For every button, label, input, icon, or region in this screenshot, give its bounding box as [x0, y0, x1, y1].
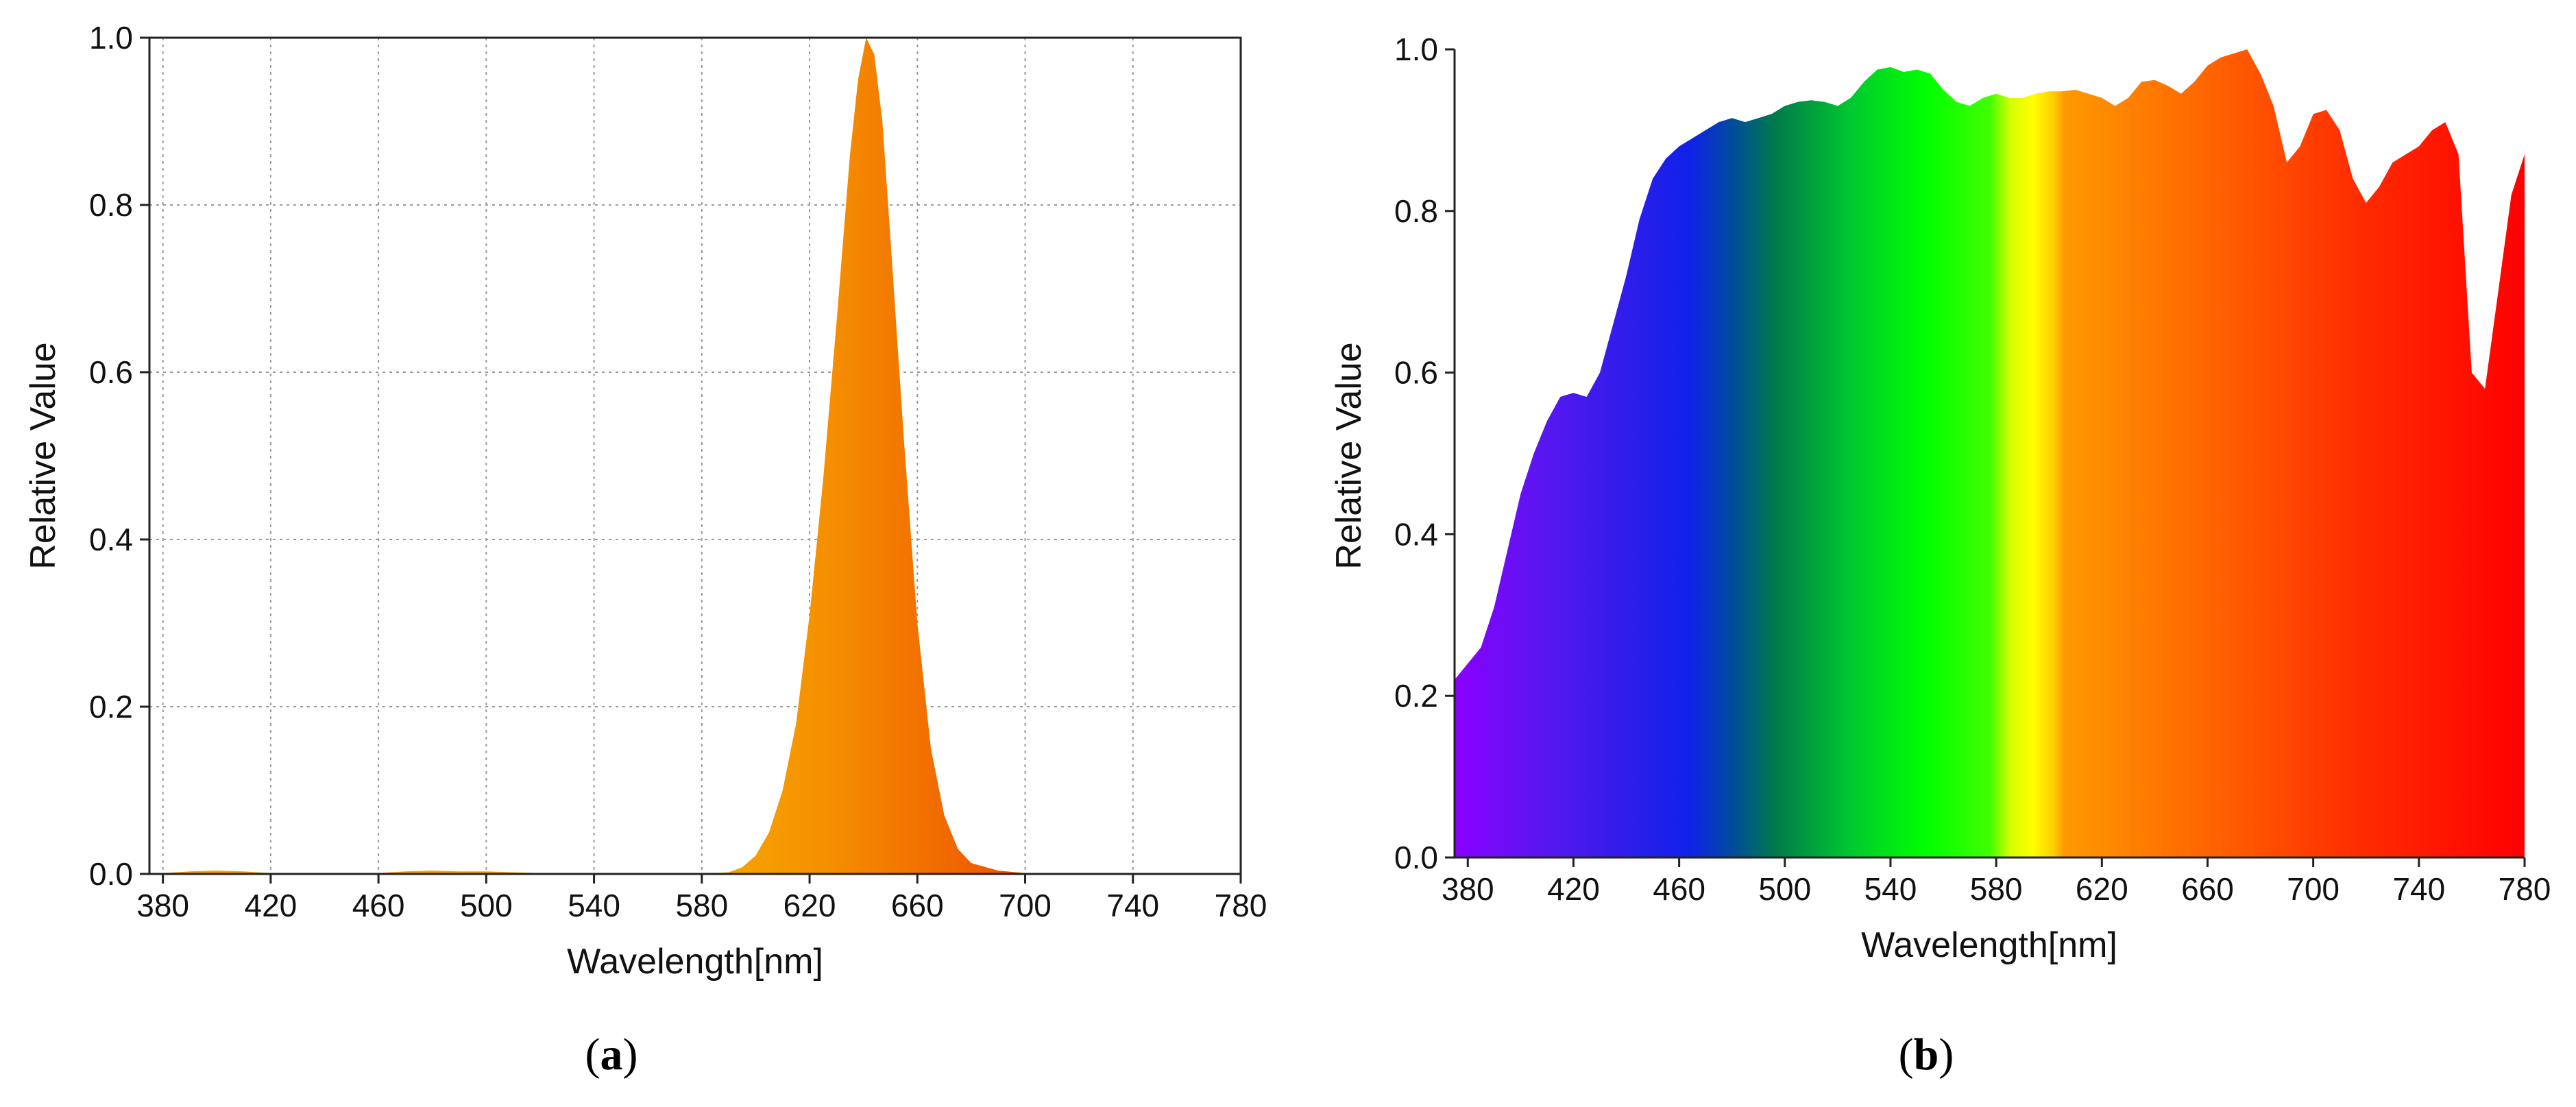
y-tick-label-b: 0.6 — [1394, 355, 1438, 391]
x-tick-label-b: 420 — [1547, 871, 1600, 907]
spectrum-area-a — [149, 38, 1241, 874]
y-axis-label-b: Relative Value — [1329, 342, 1369, 569]
x-tick-label-a: 660 — [891, 888, 944, 923]
x-tick-label-a: 780 — [1215, 888, 1267, 923]
x-tick-label-b: 500 — [1758, 871, 1811, 907]
y-tick-label-b: 0.8 — [1394, 193, 1438, 229]
y-tick-label-a: 0.8 — [89, 187, 133, 223]
plot-frame-a — [148, 36, 1242, 875]
x-tick-label-a: 500 — [460, 888, 513, 923]
spectrum-area-b — [1455, 49, 2525, 857]
panel-b: 380 420 460 500 540 580 620 660 700 740 780 0.0 0.2… — [1329, 32, 2551, 1080]
x-tick-label-a: 700 — [999, 888, 1052, 923]
panel-label-b: (b) — [1899, 1030, 1954, 1080]
x-tick-label-a: 420 — [245, 888, 297, 923]
x-tick-label-b: 540 — [1864, 871, 1917, 907]
y-tick-label-a: 0.2 — [89, 689, 133, 725]
y-axis-label-a: Relative Value — [23, 342, 63, 569]
x-tick-label-b: 740 — [2392, 871, 2445, 907]
y-tick-label-a: 0.4 — [89, 522, 133, 557]
x-tick-label-a: 460 — [352, 888, 405, 923]
x-tick-label-b: 460 — [1653, 871, 1705, 907]
x-ticks-a: 380 420 460 500 540 580 620 660 700 740 780 — [136, 874, 1267, 923]
x-tick-label-b: 660 — [2181, 871, 2234, 907]
y-tick-label-b: 0.2 — [1394, 678, 1438, 714]
y-tick-label-a: 0.0 — [89, 856, 133, 892]
grid-a — [149, 38, 1241, 874]
y-tick-label-b: 0.4 — [1394, 516, 1438, 552]
x-ticks-b: 380 420 460 500 540 580 620 660 700 740 780 — [1442, 857, 2551, 907]
y-ticks-b: 0.0 0.2 0.4 0.6 0.8 1.0 — [1394, 32, 1455, 875]
x-tick-label-a: 740 — [1106, 888, 1159, 923]
x-tick-label-a: 620 — [783, 888, 836, 923]
y-tick-label-a: 1.0 — [89, 20, 133, 56]
x-axis-label-b: Wavelength[nm] — [1861, 925, 2117, 965]
x-axis-label-a: Wavelength[nm] — [567, 942, 823, 982]
y-tick-label-a: 0.6 — [89, 354, 133, 390]
x-tick-label-a: 540 — [568, 888, 620, 923]
panel-a: 380 420 460 500 540 580 620 660 700 740 780 0.0 0.2… — [23, 20, 1267, 1080]
y-tick-label-b: 1.0 — [1394, 32, 1438, 67]
x-tick-label-a: 580 — [675, 888, 728, 923]
x-tick-label-b: 780 — [2499, 871, 2551, 907]
panel-label-a: (a) — [585, 1030, 638, 1080]
x-tick-label-a: 380 — [136, 888, 189, 923]
x-tick-label-b: 580 — [1970, 871, 2023, 907]
y-tick-label-b: 0.0 — [1394, 840, 1438, 875]
y-ticks-a: 0.0 0.2 0.4 0.6 0.8 1.0 — [89, 20, 149, 892]
x-tick-label-b: 620 — [2076, 871, 2128, 907]
x-tick-label-b: 380 — [1442, 871, 1494, 907]
x-tick-label-b: 700 — [2287, 871, 2340, 907]
